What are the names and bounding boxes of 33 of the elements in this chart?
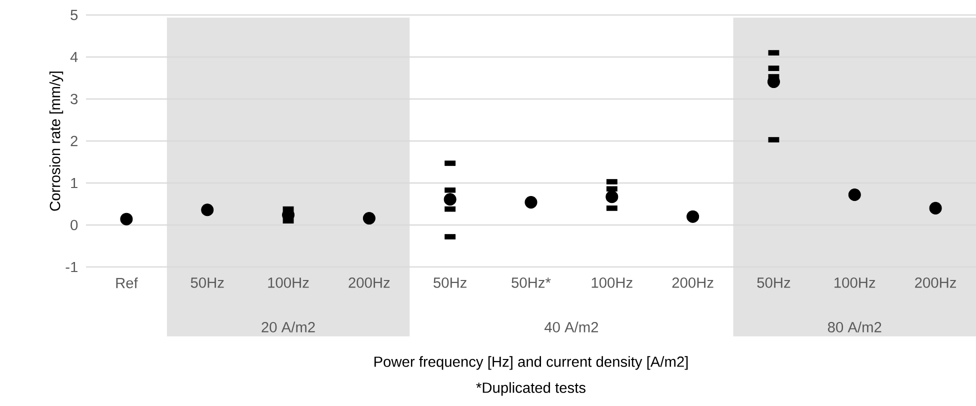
y-tick-label: 0 (70, 220, 78, 230)
x-tick-label: 200Hz (672, 277, 714, 288)
x-tick-label: 100Hz (268, 277, 309, 288)
x-tick-label: Ref (116, 277, 138, 288)
y-tick-label: 3 (70, 94, 78, 104)
x-tick-label: 50Hz* (512, 277, 551, 288)
y-tick-label: 1 (71, 178, 78, 188)
x-tick-label: 50Hz (434, 277, 466, 288)
text: 80 A/m2 (828, 322, 882, 332)
x-tick-label: 100Hz (834, 277, 876, 288)
x-tick-label: 200Hz (348, 277, 390, 288)
x-tick-label: 50Hz (190, 277, 224, 288)
point (686, 210, 700, 223)
y-tick-label: 2 (70, 136, 78, 146)
y-tick-label: 4 (70, 52, 78, 62)
x-axis-title: Power frequency [Hz] and current density [A/m2] (374, 356, 688, 370)
x-tick-label: 100Hz (592, 277, 632, 288)
point (444, 193, 456, 206)
point (201, 204, 214, 216)
text: 20 A/m2 (262, 322, 315, 332)
point (606, 190, 618, 204)
point (524, 196, 538, 209)
text: 40 A/m2 (544, 322, 598, 332)
y-tick-label: -1 (66, 262, 78, 272)
y-axis-title: Corrosion rate [mm/y] (49, 72, 64, 211)
text: *Duplicated tests (476, 382, 586, 396)
point (120, 212, 133, 226)
y-tick-label: 5 (70, 10, 78, 20)
point (929, 202, 942, 214)
point (362, 212, 376, 225)
x-tick-label: 200Hz (915, 277, 956, 288)
point (848, 188, 861, 202)
x-tick-label: 50Hz (757, 277, 790, 288)
